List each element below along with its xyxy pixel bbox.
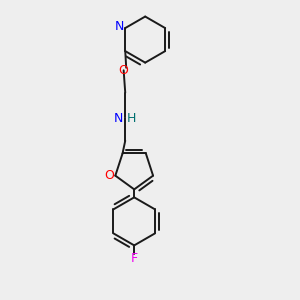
Text: N: N [113, 112, 123, 125]
Text: O: O [119, 64, 129, 77]
Text: N: N [115, 20, 124, 33]
Text: O: O [104, 169, 114, 182]
Text: H: H [127, 112, 136, 125]
Text: F: F [130, 252, 138, 265]
